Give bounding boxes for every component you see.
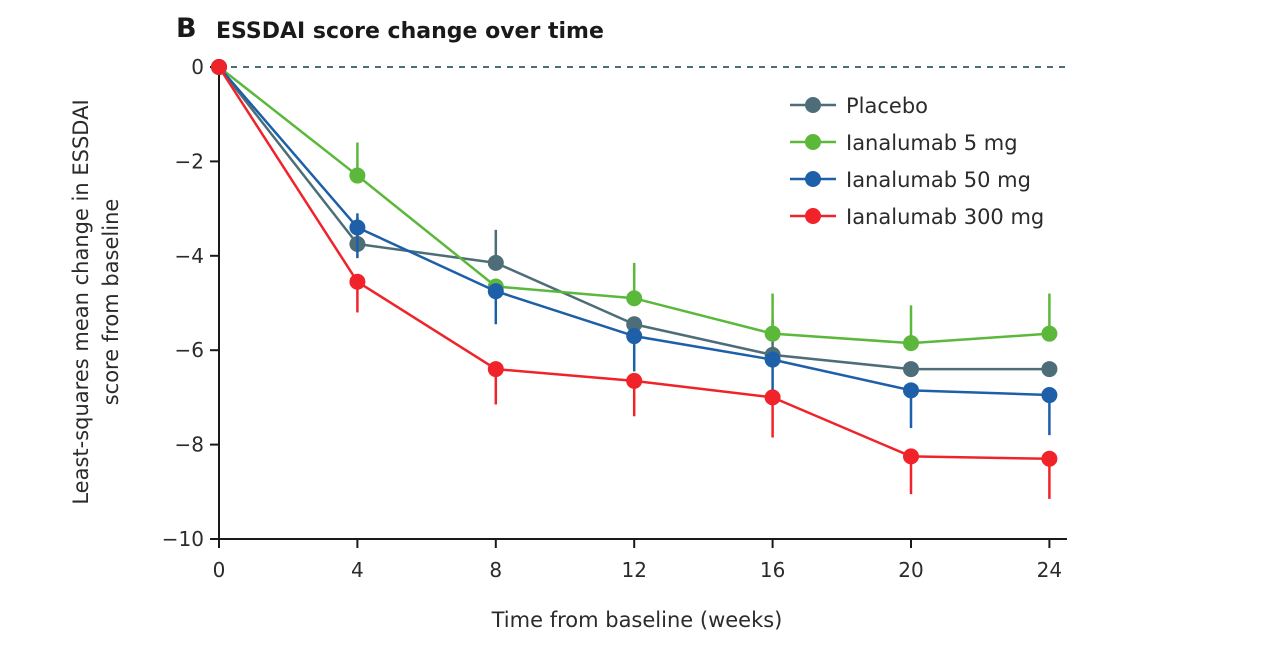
data-point — [487, 254, 504, 271]
legend-swatch-marker — [805, 208, 821, 224]
legend-item: Ianalumab 50 mg — [790, 168, 1031, 192]
x-tick-label: 4 — [351, 558, 364, 582]
data-point — [626, 316, 643, 333]
chart-title: ESSDAI score change over time — [216, 19, 604, 44]
data-point — [487, 283, 504, 300]
data-point — [349, 219, 366, 236]
data-point — [349, 273, 366, 290]
panel-label: B — [176, 13, 197, 44]
legend-swatch-marker — [805, 171, 821, 187]
data-point — [764, 351, 781, 368]
data-point — [487, 361, 504, 378]
x-tick-label: 8 — [489, 558, 502, 582]
series-2 — [211, 59, 1058, 436]
legend-label: Ianalumab 300 mg — [846, 205, 1044, 229]
data-point — [626, 328, 643, 345]
x-tick-label: 24 — [1037, 558, 1062, 582]
series-3 — [211, 59, 1058, 499]
legend-item: Ianalumab 300 mg — [790, 205, 1044, 229]
x-axis-title: Time from baseline (weeks) — [491, 608, 783, 632]
axes: 0 −2 −4 −6 −8 −10 0 4 8 12 16 20 24 — [162, 55, 1067, 582]
data-point — [626, 372, 643, 389]
data-point — [764, 389, 781, 406]
data-point — [1041, 387, 1058, 404]
legend-label: Ianalumab 5 mg — [846, 131, 1018, 155]
data-point — [764, 325, 781, 342]
data-point — [211, 59, 227, 75]
data-point — [349, 167, 366, 184]
data-point — [903, 382, 919, 399]
x-tick-label: 12 — [621, 558, 646, 582]
data-point — [903, 448, 919, 465]
series-1 — [211, 59, 1058, 352]
data-point — [903, 335, 919, 352]
x-tick-label: 0 — [213, 558, 226, 582]
data-point — [1041, 450, 1058, 467]
data-point — [903, 361, 919, 378]
y-tick-label: 0 — [191, 55, 204, 79]
legend-swatch-marker — [805, 134, 821, 150]
x-tick-label: 20 — [898, 558, 923, 582]
y-tick-label: −10 — [162, 527, 204, 551]
y-tick-label: −8 — [175, 433, 204, 457]
y-tick-label: −6 — [175, 338, 204, 362]
x-tick-label: 16 — [760, 558, 785, 582]
y-axis-title-line-2: score from baseline — [99, 199, 123, 406]
legend-label: Ianalumab 50 mg — [846, 168, 1031, 192]
y-axis-title-line-1: Least-squares mean change in ESSDAI — [69, 99, 93, 504]
legend-item: Placebo — [790, 94, 928, 118]
data-point — [1041, 325, 1058, 342]
y-tick-label: −2 — [175, 149, 204, 173]
data-point — [1041, 361, 1058, 378]
y-axis-title-group: Least-squares mean change in ESSDAI scor… — [69, 99, 123, 504]
legend-label: Placebo — [846, 94, 928, 118]
legend-item: Ianalumab 5 mg — [790, 131, 1018, 155]
legend-swatch-marker — [805, 97, 821, 113]
y-tick-label: −4 — [175, 244, 204, 268]
series-layer — [211, 59, 1058, 499]
data-point — [626, 290, 643, 307]
legend: Placebo Ianalumab 5 mg Ianalumab 50 mg Iana… — [790, 94, 1044, 229]
